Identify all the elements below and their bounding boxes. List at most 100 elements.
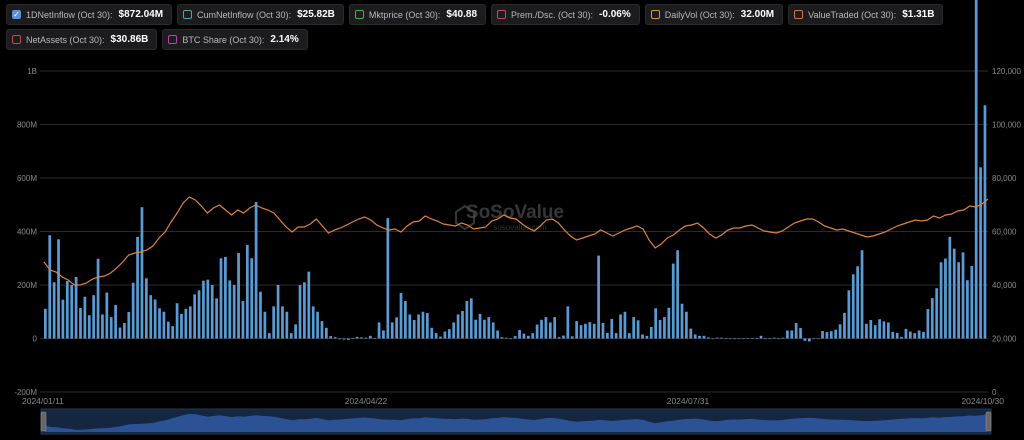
inflow-bar	[281, 306, 284, 339]
inflow-bar	[166, 321, 170, 339]
inflow-bar	[232, 285, 236, 339]
legend-separator: :	[102, 34, 105, 45]
inflow-bar	[298, 285, 302, 339]
x-tick-label: 2024/07/31	[667, 396, 710, 406]
inflow-bar	[382, 330, 385, 339]
legend-label: DailyVol (Oct 30)	[664, 9, 733, 20]
inflow-bar	[698, 335, 701, 339]
inflow-bar	[44, 308, 47, 339]
inflow-bar	[711, 338, 715, 340]
inflow-bar	[961, 252, 965, 339]
navigator-left-handle	[40, 411, 47, 432]
checkbox-icon[interactable]	[168, 35, 178, 44]
checkbox-icon[interactable]	[12, 35, 21, 44]
inflow-bar	[245, 244, 249, 339]
x-tick-label: 2024/10/30	[961, 396, 1004, 406]
legend-separator: :	[288, 9, 292, 20]
inflow-bar	[825, 332, 829, 339]
inflow-bar	[171, 326, 175, 339]
inflow-bar	[636, 320, 640, 339]
inflow-bar	[860, 250, 864, 339]
checkbox-icon[interactable]	[650, 10, 660, 19]
inflow-bar	[693, 334, 697, 339]
inflow-bar	[70, 285, 74, 339]
inflow-bar	[869, 320, 873, 339]
inflow-bar	[79, 308, 82, 339]
legend-chip-btc-share[interactable]: BTC Share (Oct 30) :2.14%	[162, 29, 308, 50]
legend-label: Mktprice (Oct 30)	[368, 9, 438, 20]
legend-value: $1.31B	[902, 9, 935, 20]
inflow-bar	[390, 322, 394, 339]
inflow-bar	[544, 317, 548, 339]
inflow-bar	[377, 322, 381, 339]
inflow-bar	[926, 309, 930, 339]
inflow-bar	[364, 337, 368, 339]
legend-chip-mktprice[interactable]: Mktprice (Oct 30) : $40.88	[348, 4, 487, 25]
inflow-bar	[812, 338, 816, 340]
legend-chip-prem-dsc-[interactable]: Prem./Dsc. (Oct 30) : -0.06%	[491, 4, 640, 25]
inflow-bar	[777, 338, 780, 340]
inflow-bar	[768, 338, 772, 340]
inflow-bar	[816, 338, 820, 340]
inflow-bar	[641, 334, 644, 339]
inflow-bar	[180, 313, 183, 339]
inflow-bar	[540, 319, 543, 339]
inflow-bar	[496, 330, 499, 339]
inflow-bar	[957, 262, 960, 339]
checkbox-icon[interactable]	[354, 10, 364, 19]
inflow-bar	[522, 333, 526, 339]
inflow-bar	[439, 336, 442, 339]
y-right-tick-label: 120,000	[992, 67, 1021, 76]
inflow-bar	[834, 329, 838, 339]
checkbox-icon[interactable]	[183, 10, 193, 19]
inflow-bar	[412, 320, 416, 339]
inflow-bar	[707, 337, 710, 339]
checkbox-icon[interactable]	[794, 10, 804, 19]
legend-chip-dailyvol[interactable]: DailyVol (Oct 30) :32.00M	[644, 4, 784, 25]
checkbox-icon[interactable]	[497, 10, 507, 19]
y-left-tick-label: -200M	[14, 388, 37, 397]
inflow-bar	[724, 338, 728, 340]
inflow-bar	[386, 218, 390, 339]
legend-chip-1dnetinflow[interactable]: ✓ 1DNetInflow (Oct 30) : $872.04M	[6, 4, 173, 25]
legend-chip-cumnetinflow[interactable]: CumNetInflow (Oct 30) : $25.82B	[177, 4, 344, 25]
inflow-bar	[210, 285, 214, 339]
inflow-bar	[535, 324, 539, 339]
legend-value: 32.00M	[740, 9, 775, 20]
inflow-bar	[588, 322, 592, 339]
inflow-bar	[237, 252, 240, 339]
inflow-bar	[689, 328, 693, 339]
inflow-bar	[799, 328, 802, 339]
inflow-bar	[715, 337, 719, 339]
inflow-bar	[847, 290, 851, 339]
inflow-bar	[579, 325, 583, 339]
inflow-bar	[930, 298, 934, 339]
checkbox-checked-icon[interactable]: ✓	[12, 9, 21, 19]
legend-chip-netassets[interactable]: NetAssets (Oct 30) : $30.86B	[6, 29, 158, 50]
legend-separator: :	[590, 9, 594, 20]
inflow-bar	[755, 338, 759, 339]
inflow-bar	[136, 236, 139, 339]
inflow-bar	[658, 320, 662, 339]
inflow-bar	[856, 266, 859, 339]
inflow-bar	[158, 308, 161, 339]
inflow-bar	[188, 306, 192, 339]
inflow-bar	[465, 301, 469, 339]
legend-value: $40.88	[446, 9, 478, 20]
legend-value: $872.04M	[118, 9, 164, 20]
inflow-bar	[175, 303, 179, 339]
inflow-bar	[325, 327, 328, 339]
inflow-bar	[645, 335, 649, 339]
inflow-bar	[513, 336, 517, 339]
inflow-bar	[355, 336, 359, 339]
legend-value: 2.14%	[270, 34, 299, 45]
inflow-bar	[786, 330, 789, 339]
inflow-bar	[149, 295, 153, 339]
legend-separator: :	[261, 34, 265, 45]
inflow-bar	[900, 336, 903, 339]
inflow-bar	[254, 202, 258, 339]
inflow-bar	[123, 322, 126, 339]
watermark-logo-icon	[455, 204, 475, 231]
legend-chip-valuetraded[interactable]: ValueTraded (Oct 30) : $1.31B	[788, 4, 944, 25]
